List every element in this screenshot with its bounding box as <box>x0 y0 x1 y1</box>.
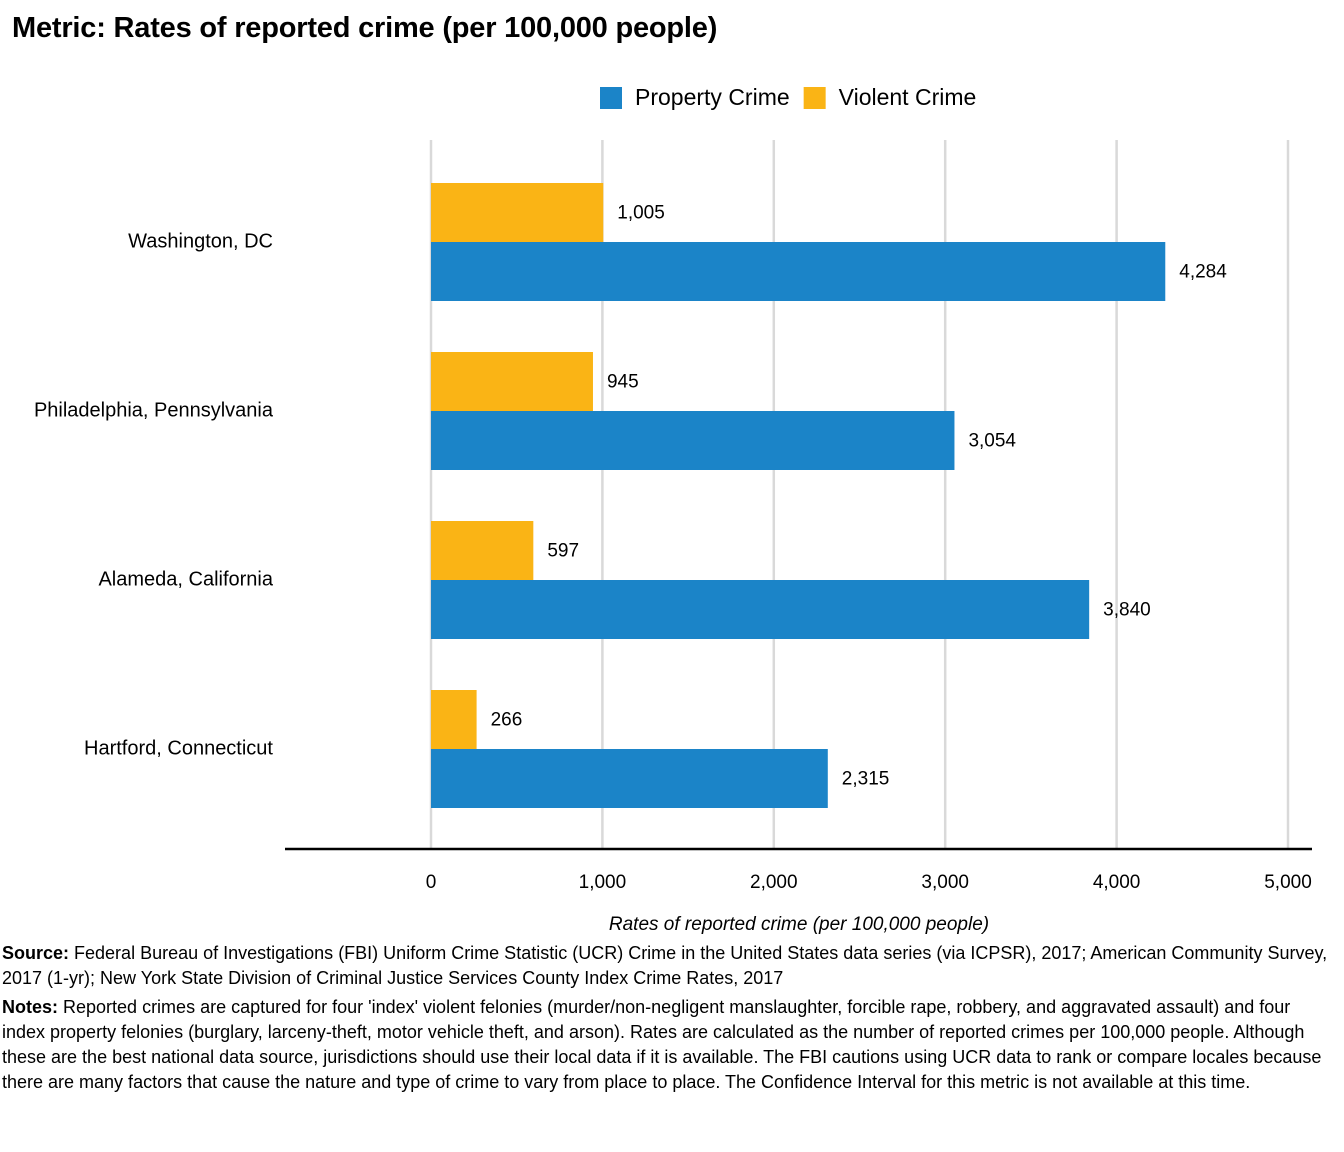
x-tick-label: 1,000 <box>579 872 627 893</box>
category-label: Washington, DC <box>128 230 273 252</box>
x-tick-label: 4,000 <box>1093 872 1141 893</box>
legend-label-property-crime: Property Crime <box>635 84 790 110</box>
legend-swatch-violent-crime <box>803 87 826 109</box>
x-axis-title: Rates of reported crime (per 100,000 peo… <box>609 914 989 935</box>
violent-crime-bar <box>431 521 534 580</box>
violent-crime-bar <box>431 183 604 242</box>
property-crime-value-label: 3,054 <box>968 431 1016 452</box>
property-crime-bar <box>431 242 1166 301</box>
violent-crime-bar <box>431 690 477 749</box>
category-labels: Washington, DC Philadelphia, Pennsylvania… <box>34 230 274 759</box>
x-tick-label: 3,000 <box>921 872 969 893</box>
notes-text: Reported crimes are captured for four 'i… <box>2 997 1322 1092</box>
notes: Notes: Reported crimes are captured for … <box>2 995 1332 1095</box>
bar-chart: Property Crime Violent Crime 1,005 4,284 94… <box>34 84 1312 935</box>
property-crime-value-label: 4,284 <box>1179 262 1227 283</box>
property-crime-value-label: 3,840 <box>1103 600 1151 621</box>
legend-swatch-property-crime <box>600 87 622 109</box>
bars: 1,005 4,284 945 3,054 597 3,840 266 2,315 <box>431 183 1227 808</box>
violent-crime-value-label: 266 <box>491 710 523 731</box>
x-tick-labels: 0 1,000 2,000 3,000 4,000 5,000 <box>426 872 1312 893</box>
violent-crime-value-label: 597 <box>547 541 579 562</box>
source-note: Source: Federal Bureau of Investigations… <box>2 941 1332 991</box>
notes-label: Notes: <box>2 997 59 1017</box>
category-label: Hartford, Connecticut <box>84 737 273 759</box>
x-tick-label: 0 <box>426 872 437 893</box>
category-label: Alameda, California <box>98 568 273 590</box>
x-tick-label: 2,000 <box>750 872 798 893</box>
x-tick-label: 5,000 <box>1264 872 1312 893</box>
category-label: Philadelphia, Pennsylvania <box>34 399 274 421</box>
violent-crime-bar <box>431 352 593 411</box>
legend: Property Crime Violent Crime <box>600 84 976 110</box>
source-text: Federal Bureau of Investigations (FBI) U… <box>2 943 1328 988</box>
violent-crime-value-label: 1,005 <box>617 203 665 224</box>
source-label: Source: <box>2 943 70 963</box>
violent-crime-value-label: 945 <box>607 372 639 393</box>
property-crime-value-label: 2,315 <box>842 769 890 790</box>
chart-title: Metric: Rates of reported crime (per 100… <box>12 12 718 44</box>
property-crime-bar <box>431 580 1090 639</box>
property-crime-bar <box>431 411 955 470</box>
property-crime-bar <box>431 749 828 808</box>
legend-label-violent-crime: Violent Crime <box>839 84 977 110</box>
footer: Source: Federal Bureau of Investigations… <box>2 941 1332 1095</box>
